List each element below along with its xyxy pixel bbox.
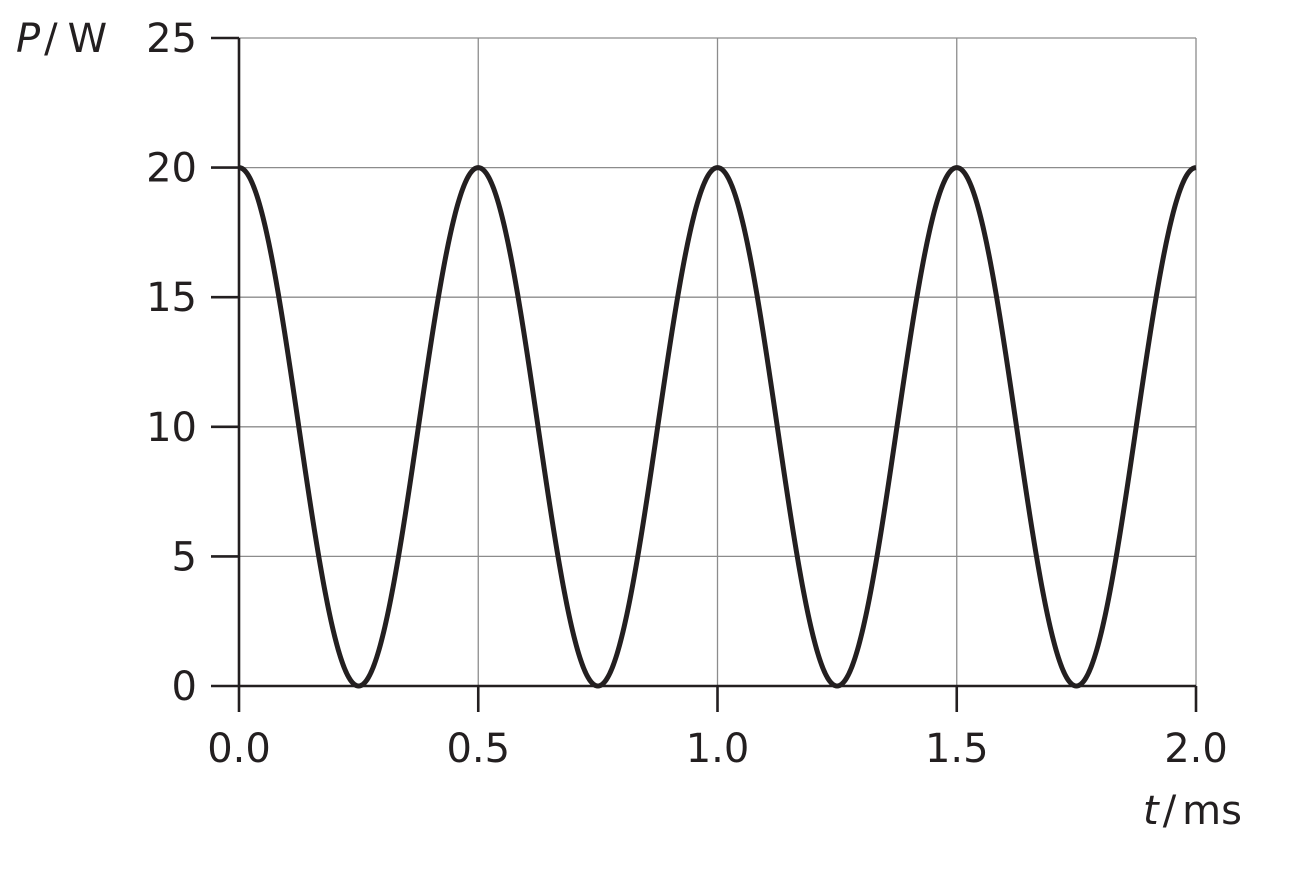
x-tick-label: 1.5 xyxy=(925,726,989,772)
x-axis-unit: ms xyxy=(1182,788,1242,834)
y-tick-label: 0 xyxy=(172,664,197,710)
y-axis-unit: W xyxy=(68,16,108,62)
tick-labels: 0 5 10 15 20 25 0.0 0.5 1.0 1.5 2.0 xyxy=(146,16,1228,772)
power-curve-line xyxy=(237,165,1198,689)
x-axis-separator: / xyxy=(1163,788,1177,834)
y-tick-label: 20 xyxy=(146,146,197,192)
x-tick-label: 0.5 xyxy=(446,726,510,772)
y-axis-separator: / xyxy=(44,16,58,62)
y-tick-label: 25 xyxy=(146,16,197,62)
y-axis-label: P / W xyxy=(16,16,107,62)
x-tick-label: 2.0 xyxy=(1164,726,1228,772)
x-tick-label: 0.0 xyxy=(207,726,271,772)
x-tick-label: 1.0 xyxy=(686,726,750,772)
axes xyxy=(211,36,1198,712)
y-tick-label: 10 xyxy=(146,405,197,451)
x-axis-label: t / ms xyxy=(1143,788,1242,834)
y-tick-label: 5 xyxy=(172,534,197,580)
x-axis-variable: t xyxy=(1143,788,1160,834)
y-axis-variable: P xyxy=(16,16,41,62)
y-tick-label: 15 xyxy=(146,275,197,321)
series-group xyxy=(237,165,1198,689)
grid xyxy=(239,37,1197,686)
